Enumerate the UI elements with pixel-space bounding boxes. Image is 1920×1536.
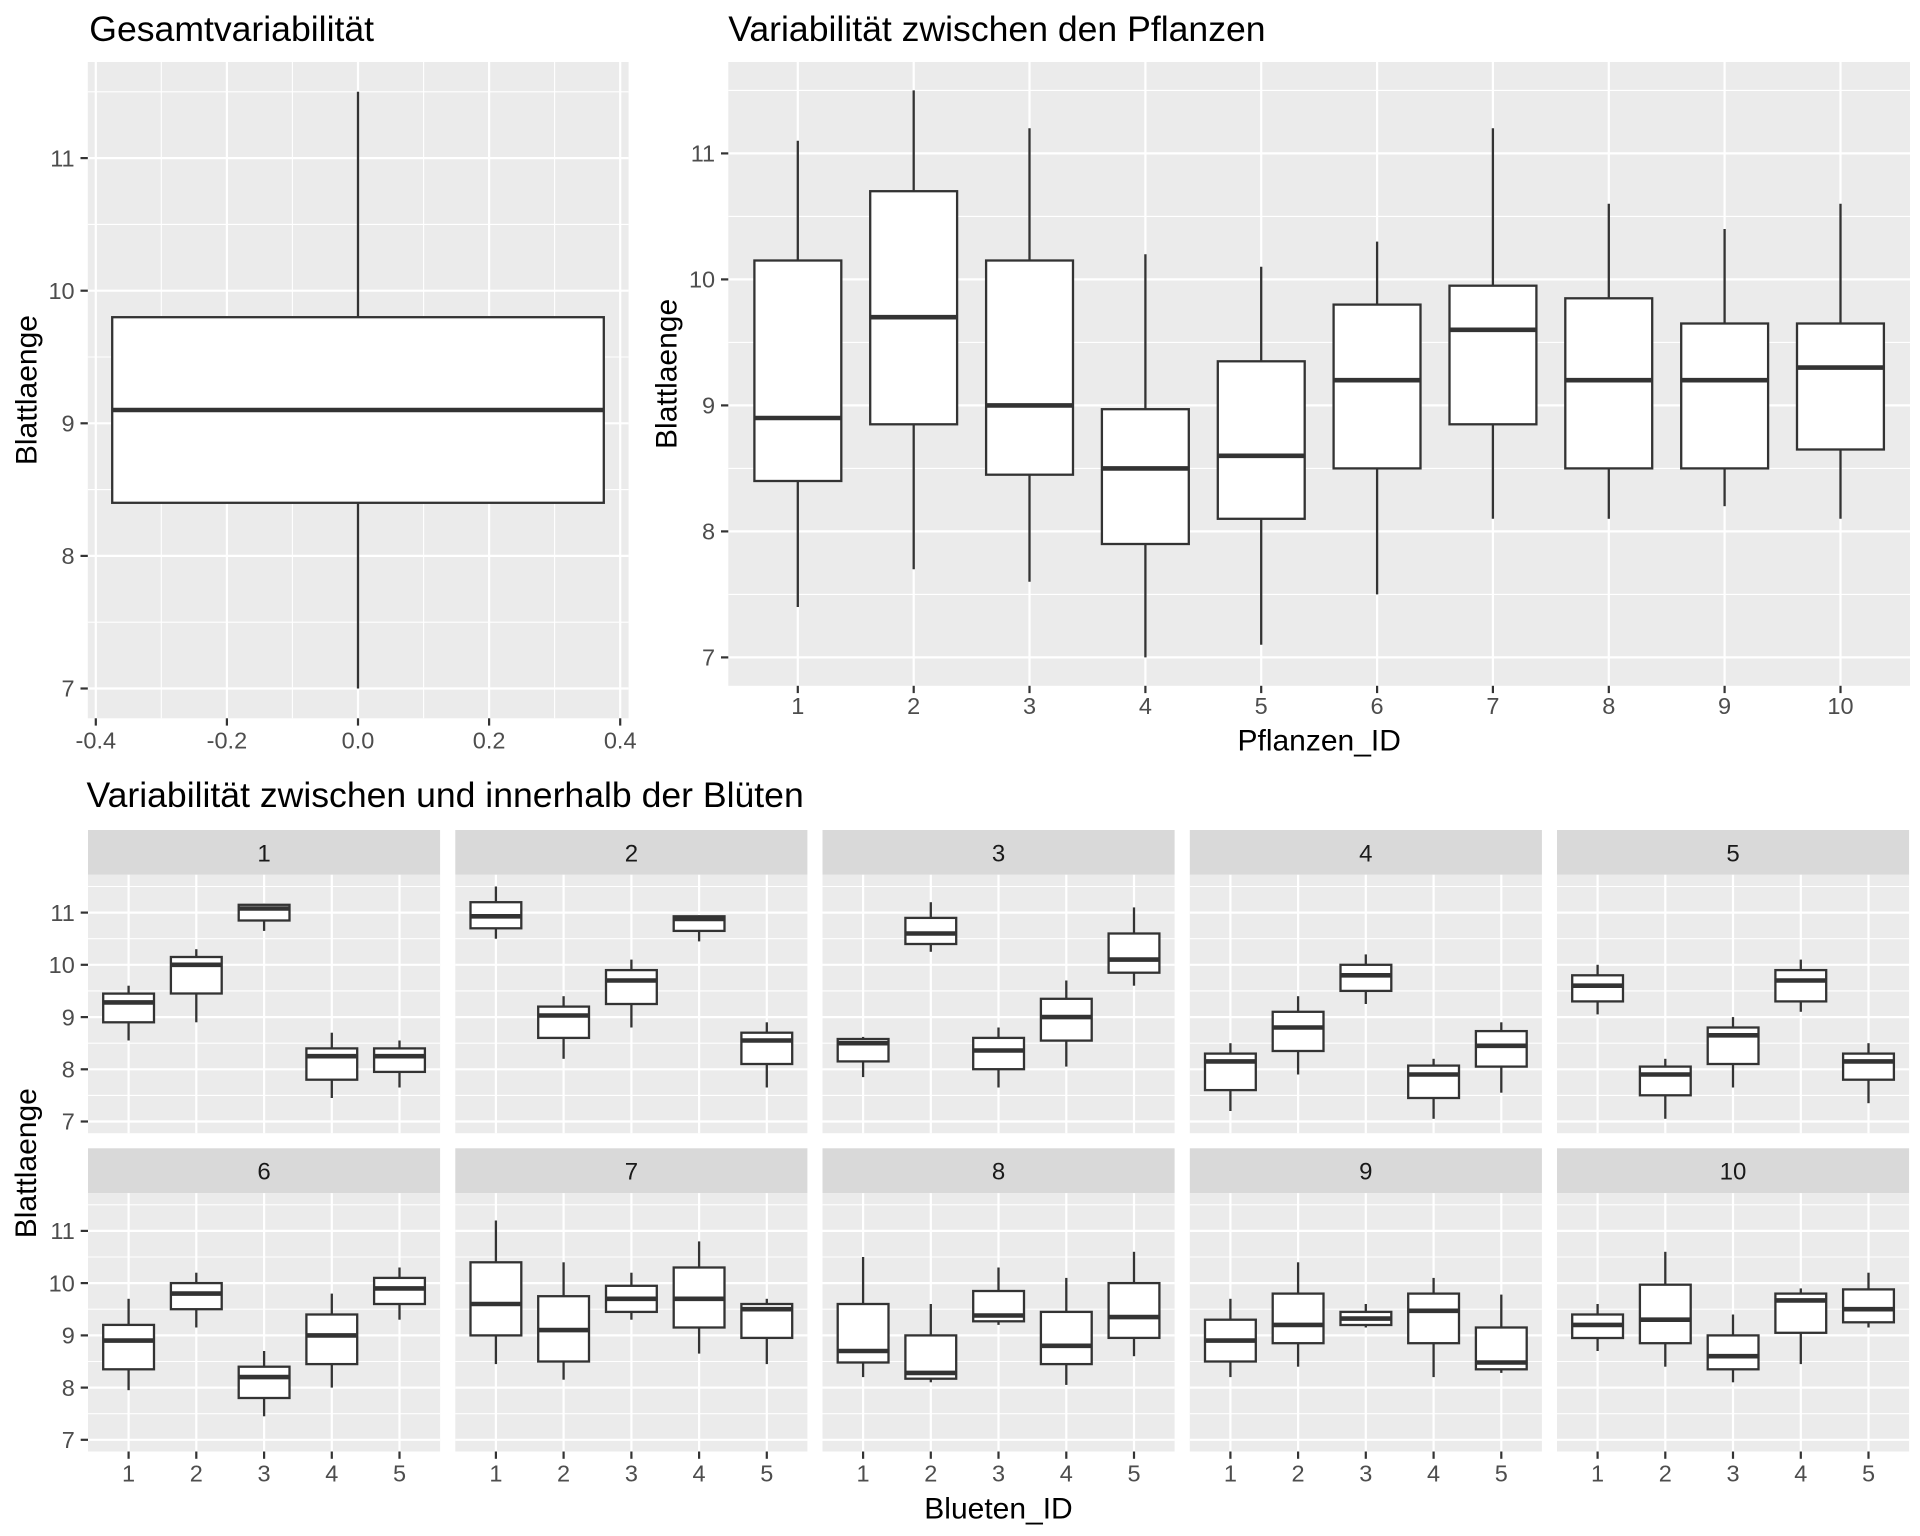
- svg-text:3: 3: [258, 1461, 271, 1487]
- svg-text:11: 11: [50, 1218, 74, 1244]
- svg-text:2: 2: [924, 1461, 937, 1487]
- svg-text:1: 1: [1224, 1461, 1237, 1487]
- svg-text:3: 3: [1023, 693, 1036, 719]
- svg-text:Blattlaenge: Blattlaenge: [10, 1088, 43, 1238]
- svg-text:2: 2: [1659, 1461, 1672, 1487]
- svg-text:9: 9: [62, 411, 75, 437]
- svg-text:11: 11: [691, 141, 715, 167]
- svg-text:3: 3: [625, 1461, 638, 1487]
- svg-text:11: 11: [50, 900, 74, 926]
- svg-text:Variabilität zwischen und inne: Variabilität zwischen und innerhalb der …: [87, 775, 804, 815]
- svg-text:6: 6: [1371, 693, 1384, 719]
- svg-text:11: 11: [50, 145, 74, 171]
- svg-text:7: 7: [625, 1159, 638, 1186]
- svg-text:4: 4: [1794, 1461, 1807, 1487]
- svg-text:5: 5: [760, 1461, 773, 1487]
- svg-text:5: 5: [1862, 1461, 1875, 1487]
- svg-text:0.0: 0.0: [342, 727, 375, 753]
- svg-text:9: 9: [1359, 1159, 1372, 1186]
- svg-text:3: 3: [992, 1461, 1005, 1487]
- svg-text:-0.2: -0.2: [207, 727, 248, 753]
- svg-text:5: 5: [1495, 1461, 1508, 1487]
- svg-text:3: 3: [1359, 1461, 1372, 1487]
- svg-text:8: 8: [62, 543, 75, 569]
- svg-text:8: 8: [62, 1057, 75, 1083]
- svg-text:3: 3: [992, 840, 1005, 867]
- svg-text:6: 6: [257, 1159, 270, 1186]
- svg-text:4: 4: [1060, 1461, 1073, 1487]
- svg-text:Variabilität zwischen den Pfla: Variabilität zwischen den Pflanzen: [728, 9, 1265, 49]
- svg-text:0.2: 0.2: [473, 727, 506, 753]
- svg-text:1: 1: [257, 840, 270, 867]
- svg-text:4: 4: [325, 1461, 338, 1487]
- svg-text:10: 10: [1720, 1159, 1747, 1186]
- svg-text:2: 2: [190, 1461, 203, 1487]
- svg-text:5: 5: [393, 1461, 406, 1487]
- svg-text:10: 10: [48, 278, 74, 304]
- svg-text:5: 5: [1726, 840, 1739, 867]
- svg-text:2: 2: [907, 693, 920, 719]
- svg-text:Gesamtvariabilität: Gesamtvariabilität: [89, 9, 374, 49]
- svg-text:-0.4: -0.4: [76, 727, 117, 753]
- svg-text:9: 9: [62, 1004, 75, 1030]
- svg-text:7: 7: [1486, 693, 1499, 719]
- svg-text:5: 5: [1255, 693, 1268, 719]
- svg-text:8: 8: [62, 1375, 75, 1401]
- svg-text:2: 2: [1292, 1461, 1305, 1487]
- svg-text:7: 7: [62, 1109, 75, 1135]
- svg-text:4: 4: [693, 1461, 706, 1487]
- svg-text:3: 3: [1726, 1461, 1739, 1487]
- svg-text:10: 10: [1827, 693, 1853, 719]
- svg-text:7: 7: [62, 1427, 75, 1453]
- svg-text:Blattlaenge: Blattlaenge: [11, 315, 44, 465]
- svg-text:7: 7: [702, 645, 715, 671]
- svg-text:8: 8: [702, 519, 715, 545]
- svg-text:9: 9: [62, 1323, 75, 1349]
- svg-text:4: 4: [1427, 1461, 1440, 1487]
- svg-text:10: 10: [49, 1270, 75, 1296]
- svg-text:1: 1: [1591, 1461, 1604, 1487]
- svg-text:2: 2: [625, 840, 638, 867]
- svg-text:5: 5: [1127, 1461, 1140, 1487]
- svg-text:4: 4: [1139, 693, 1152, 719]
- svg-text:0.4: 0.4: [604, 727, 637, 753]
- svg-text:1: 1: [791, 693, 804, 719]
- svg-text:4: 4: [1359, 840, 1372, 867]
- svg-text:1: 1: [122, 1461, 135, 1487]
- svg-text:10: 10: [689, 267, 715, 293]
- svg-text:8: 8: [1602, 693, 1615, 719]
- svg-text:Pflanzen_ID: Pflanzen_ID: [1237, 725, 1400, 758]
- svg-text:1: 1: [489, 1461, 502, 1487]
- svg-text:Blattlaenge: Blattlaenge: [650, 299, 683, 449]
- svg-text:Blueten_ID: Blueten_ID: [924, 1493, 1072, 1526]
- svg-text:1: 1: [857, 1461, 870, 1487]
- svg-text:9: 9: [1718, 693, 1731, 719]
- svg-text:9: 9: [702, 393, 715, 419]
- svg-text:10: 10: [49, 952, 75, 978]
- svg-text:7: 7: [62, 676, 75, 702]
- svg-text:8: 8: [992, 1159, 1005, 1186]
- svg-text:2: 2: [557, 1461, 570, 1487]
